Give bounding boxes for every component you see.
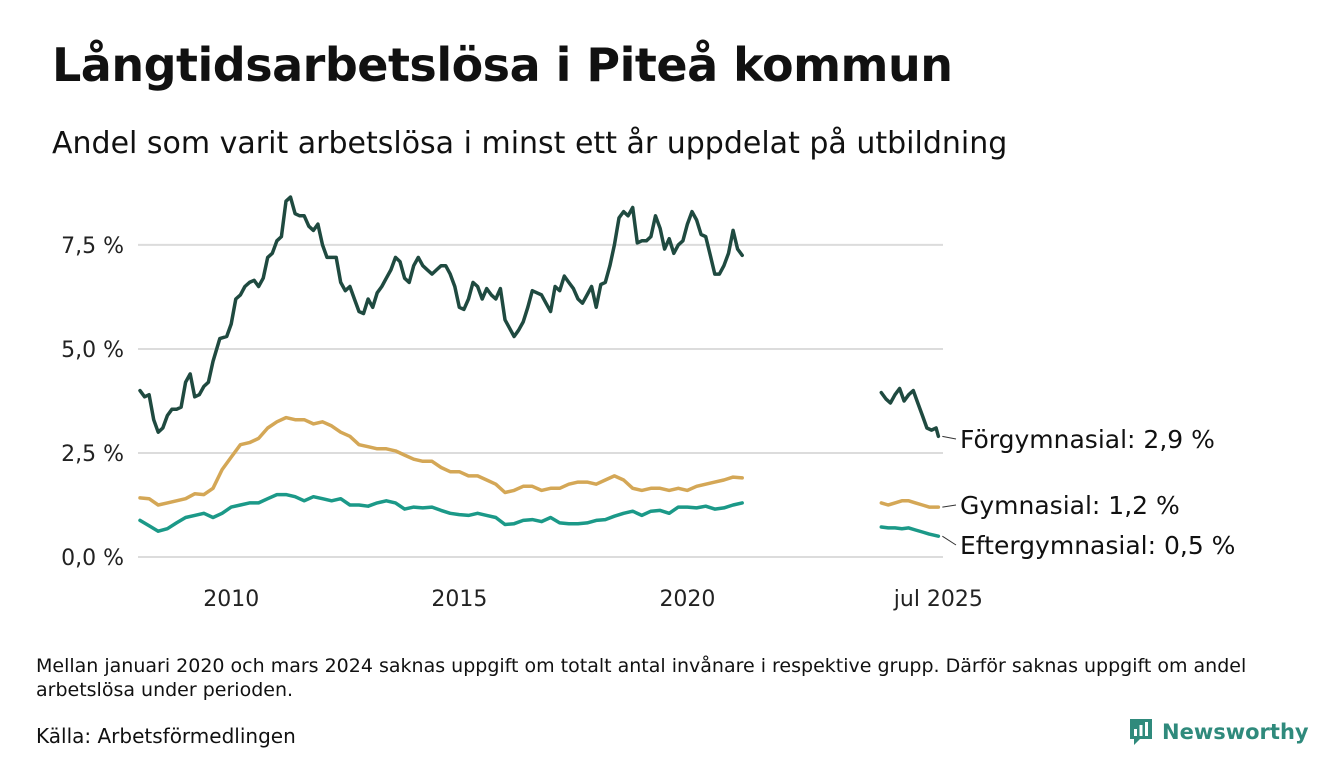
- line-chart: 0,0 % 2,5 % 5,0 % 7,5 % 2010 2015 2020 jul 202…: [61, 195, 1235, 612]
- x-axis-ticks: 2010 2015 2020 jul 2025: [203, 587, 983, 612]
- brand-logo[interactable]: Newsworthy: [1128, 717, 1309, 747]
- grid-lines: [138, 243, 943, 558]
- series-line-gymnasial-late: [879, 499, 941, 509]
- y-tick-label: 5,0 %: [61, 338, 124, 363]
- y-tick-label: 7,5 %: [61, 234, 124, 259]
- series-line-gymnasial: [138, 415, 744, 507]
- x-tick-label: 2020: [659, 587, 715, 612]
- series-line-eftergymnasial: [138, 492, 744, 533]
- series-label-eftergymnasial: Eftergymnasial: 0,5 %: [960, 531, 1235, 560]
- brand-name: Newsworthy: [1162, 720, 1309, 744]
- newsworthy-logo-icon: [1130, 719, 1152, 745]
- footnote: Mellan januari 2020 och mars 2024 saknas…: [36, 655, 1247, 701]
- chart-title: Långtidsarbetslösa i Piteå kommun: [52, 38, 953, 92]
- series-line-forgymnasial: [138, 195, 744, 434]
- y-tick-label: 0,0 %: [61, 546, 124, 571]
- series-label-gymnasial: Gymnasial: 1,2 %: [960, 491, 1180, 520]
- series-line-forgymnasial-late: [879, 386, 941, 439]
- y-axis-ticks: 0,0 % 2,5 % 5,0 % 7,5 %: [61, 234, 124, 571]
- series-label-forgymnasial: Förgymnasial: 2,9 %: [960, 425, 1215, 454]
- leader-line-eftergymnasial: [942, 535, 957, 546]
- chart-subtitle: Andel som varit arbetslösa i minst ett å…: [52, 126, 1008, 161]
- series-labels: Förgymnasial: 2,9 % Gymnasial: 1,2 % Efter…: [942, 425, 1235, 560]
- x-tick-label: 2010: [203, 587, 259, 612]
- series-lines: [138, 195, 941, 538]
- source-note: Källa: Arbetsförmedlingen: [36, 724, 296, 748]
- series-line-eftergymnasial-late: [879, 525, 941, 538]
- x-tick-label: 2015: [431, 587, 487, 612]
- y-tick-label: 2,5 %: [61, 442, 124, 467]
- leader-line-gymnasial: [942, 504, 957, 508]
- leader-line-forgymnasial: [942, 435, 957, 440]
- x-tick-label: jul 2025: [893, 587, 983, 612]
